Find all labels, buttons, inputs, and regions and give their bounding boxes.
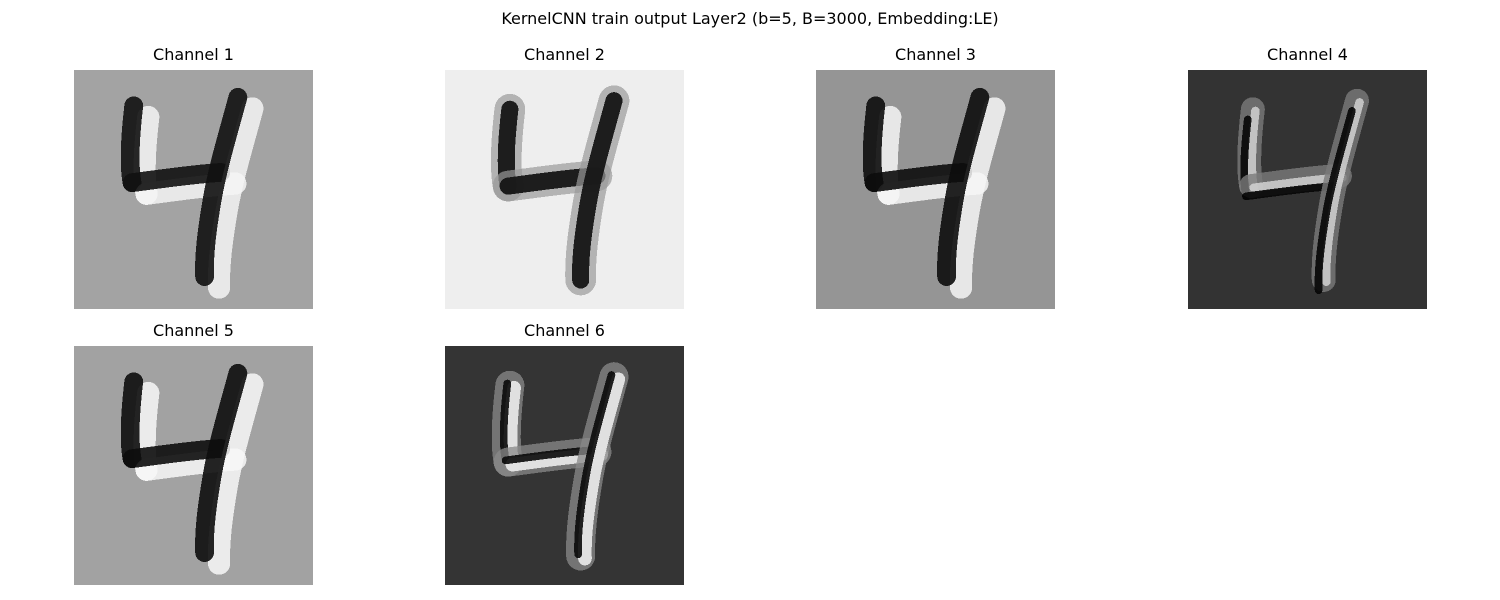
digit-shadow-stroke [937, 87, 990, 286]
digit-shadow-stroke [195, 87, 248, 286]
channel-6-title: Channel 6 [524, 321, 605, 340]
channel-3-panel: Channel 3 [816, 45, 1055, 309]
channel-6-panel: Channel 6 [445, 321, 684, 585]
digit-highlight-stroke [949, 97, 1006, 299]
channel-5-title: Channel 5 [153, 321, 234, 340]
digit-highlight-stroke [207, 373, 264, 575]
figure-title: KernelCNN train output Layer2 (b=5, B=30… [501, 9, 999, 28]
channel-4-title: Channel 4 [1267, 45, 1348, 64]
channel-3-image [816, 70, 1055, 309]
channel-2-title: Channel 2 [524, 45, 605, 64]
channel-1-panel: Channel 1 [74, 45, 313, 309]
digit-highlight-stroke [578, 372, 626, 566]
channel-4-image [1188, 70, 1427, 309]
digit-core-stroke [572, 92, 623, 289]
channel-5-panel: Channel 5 [74, 321, 313, 585]
digit-shadow-stroke [120, 96, 144, 193]
channel-5-image [74, 346, 313, 585]
channel-4-panel: Channel 4 [1188, 45, 1427, 309]
digit-core-stroke [574, 371, 616, 559]
digit-highlight-stroke [207, 97, 264, 299]
digit-shadow-stroke [195, 363, 248, 562]
channel-2-panel: Channel 2 [445, 45, 684, 309]
channel-2-image [445, 70, 684, 309]
digit-core-stroke [1314, 107, 1356, 295]
channel-1-title: Channel 1 [153, 45, 234, 64]
channel-6-image [445, 346, 684, 585]
digit-highlight-stroke [1321, 98, 1364, 286]
digit-shadow-stroke [862, 96, 886, 193]
channel-1-image [74, 70, 313, 309]
channel-3-title: Channel 3 [895, 45, 976, 64]
digit-shadow-stroke [120, 372, 144, 469]
